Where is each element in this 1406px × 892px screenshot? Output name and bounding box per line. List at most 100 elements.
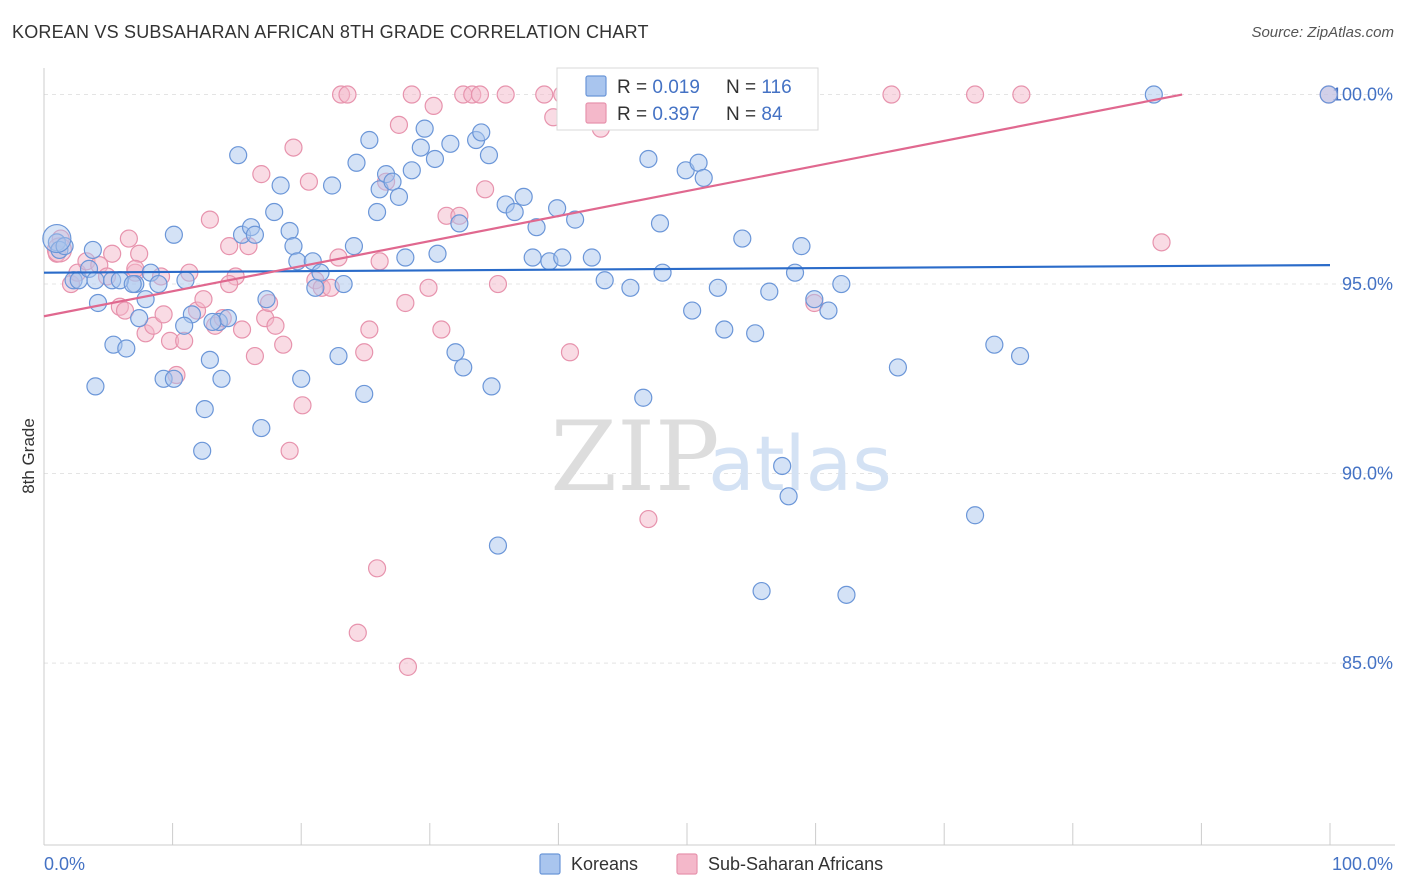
- koreans-point: [164, 369, 183, 388]
- koreans-point: [271, 176, 290, 195]
- koreans-point: [634, 388, 653, 407]
- koreans-point: [164, 225, 183, 244]
- koreans-point: [86, 271, 105, 290]
- koreans-point: [505, 202, 524, 222]
- koreans-point: [446, 343, 465, 362]
- koreans-point: [779, 487, 798, 506]
- watermark-atlas: atlas: [708, 419, 892, 508]
- koreans-point: [514, 187, 533, 206]
- koreans-point: [306, 278, 325, 297]
- koreans-point: [322, 176, 342, 195]
- koreans-point: [396, 248, 415, 267]
- africans-point: [220, 237, 239, 256]
- koreans-point: [488, 536, 508, 555]
- koreans-point: [454, 358, 473, 377]
- koreans-point: [582, 248, 601, 267]
- africans-point: [126, 259, 145, 278]
- africans-point: [1152, 233, 1171, 252]
- africans-point: [200, 210, 219, 229]
- koreans-point: [752, 581, 771, 601]
- koreans-point: [284, 237, 303, 256]
- koreans-point: [760, 282, 779, 301]
- africans-point: [639, 509, 658, 529]
- y-tick-label: 90.0%: [1342, 464, 1393, 484]
- r-value: 0.019: [652, 77, 700, 98]
- koreans-point: [415, 119, 434, 138]
- koreans-point: [123, 274, 142, 294]
- koreans-point: [819, 301, 838, 320]
- source-credit: Source: ZipAtlas.com: [1251, 24, 1394, 41]
- koreans-point: [176, 271, 195, 290]
- koreans-point: [344, 237, 364, 256]
- africans-point: [280, 441, 299, 460]
- koreans-point: [837, 585, 856, 604]
- koreans-point: [265, 202, 284, 222]
- koreans-point: [252, 418, 271, 438]
- africans-point: [475, 180, 495, 199]
- koreans-point: [329, 346, 348, 366]
- koreans-point: [1010, 346, 1030, 366]
- koreans-point: [566, 210, 585, 229]
- koreans-point: [965, 506, 985, 525]
- africans-point: [424, 96, 443, 116]
- koreans-point: [86, 377, 105, 396]
- r-value: 0.397: [652, 104, 700, 125]
- koreans-point: [832, 274, 851, 294]
- africans-point: [355, 343, 374, 362]
- koreans-point: [280, 221, 299, 241]
- africans-point: [232, 320, 252, 339]
- koreans-point: [130, 309, 149, 328]
- koreans-point: [450, 214, 469, 233]
- y-axis-title: 8th Grade: [19, 418, 38, 494]
- africans-point: [965, 85, 985, 104]
- stats-legend-swatch-africans: [585, 102, 607, 124]
- koreans-point: [479, 146, 499, 165]
- africans-point: [194, 290, 213, 309]
- koreans-point: [650, 214, 670, 233]
- legend-label-koreans: Koreans: [571, 854, 638, 874]
- koreans-point: [88, 293, 108, 313]
- koreans-point: [708, 278, 727, 297]
- koreans-cluster-point: [42, 223, 72, 254]
- koreans-point: [402, 161, 421, 180]
- stats-legend-swatch-koreans: [585, 75, 607, 97]
- stats-legend-row-koreans: R = 0.019 N = 116: [617, 77, 792, 98]
- africans-point: [470, 85, 490, 104]
- koreans-point: [175, 316, 194, 335]
- y-tick-label: 95.0%: [1342, 274, 1393, 294]
- koreans-point: [595, 271, 614, 290]
- africans-point: [535, 85, 554, 104]
- koreans-point: [733, 229, 752, 248]
- africans-point: [348, 623, 367, 642]
- koreans-point: [425, 149, 445, 169]
- stats-legend: R = 0.019 N = 116 R = 0.397 N = 84: [556, 67, 819, 131]
- koreans-point: [523, 248, 542, 267]
- watermark-zip: ZIP: [550, 401, 719, 513]
- africans-point: [360, 320, 379, 339]
- series-koreans: [42, 85, 1338, 604]
- r-label: R =: [617, 104, 652, 125]
- koreans-point: [245, 225, 265, 244]
- africans-point: [882, 85, 901, 104]
- africans-point: [115, 301, 135, 320]
- koreans-point: [55, 237, 74, 256]
- africans-point: [252, 165, 271, 184]
- axes: [43, 68, 1395, 846]
- koreans-point: [985, 335, 1004, 354]
- africans-point: [154, 305, 173, 324]
- africans-point: [560, 343, 580, 362]
- koreans-point: [715, 320, 734, 339]
- koreans-point: [195, 400, 214, 419]
- koreans-point: [653, 263, 672, 282]
- koreans-point: [367, 202, 387, 222]
- africans-point: [175, 331, 194, 350]
- africans-point: [488, 274, 508, 294]
- x-tick-label: 0.0%: [44, 854, 85, 874]
- koreans-point: [621, 278, 640, 297]
- koreans-point: [639, 149, 658, 169]
- stats-legend-row-africans: R = 0.397 N = 84: [617, 104, 783, 125]
- koreans-point: [389, 187, 409, 206]
- koreans-trendline: [43, 263, 1331, 274]
- koreans-point: [805, 290, 824, 309]
- koreans-point: [355, 384, 374, 404]
